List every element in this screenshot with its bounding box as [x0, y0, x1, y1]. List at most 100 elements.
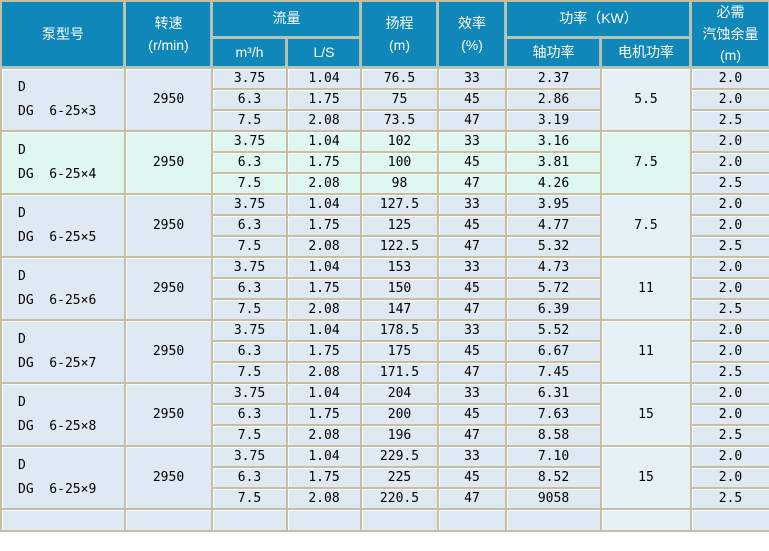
header-row-2: m³/h L/S 轴功率 电机功率: [1, 36, 769, 70]
shaft-power-cell: 3.16: [505, 130, 602, 154]
table-row: D DG 6-25×8 2950 3.75 1.04 204 33 6.31 1…: [0, 382, 769, 448]
flow-m3h-cell: 7.5: [211, 424, 288, 448]
efficiency-cell: 45: [437, 88, 507, 112]
npsh-cell: 2.0: [690, 130, 769, 154]
flow-m3h-cell: 6.3: [211, 466, 288, 490]
npsh-cell: 2.0: [690, 319, 769, 343]
flow-ls-cell: 1.04: [286, 445, 362, 469]
npsh-cell: 2.0: [690, 382, 769, 406]
efficiency-cell: 33: [437, 319, 507, 343]
efficiency-cell: 47: [437, 298, 507, 322]
shaft-power-cell: 7.63: [505, 403, 602, 427]
head-cell: 147: [360, 298, 439, 322]
head-cell: 100: [360, 151, 439, 175]
head-cell: 150: [360, 277, 439, 301]
flow-ls-cell: 1.04: [286, 67, 362, 91]
efficiency-cell: 47: [437, 361, 507, 385]
head-cell: 153: [360, 256, 439, 280]
npsh-cell: 2.0: [690, 340, 769, 364]
flow-ls-cell: 2.08: [286, 361, 362, 385]
table-row: D DG 6-25×7 2950 3.75 1.04 178.5 33 5.52…: [0, 319, 769, 385]
table-row: D DG 6-25×6 2950 3.75 1.04 153 33 4.73 1…: [0, 256, 769, 322]
shaft-power-cell: 3.19: [505, 109, 602, 133]
pump-model-cell: D DG 6-25×9: [0, 445, 126, 511]
flow-m3h-cell: 3.75: [211, 256, 288, 280]
flow-m3h-cell: 6.3: [211, 88, 288, 112]
shaft-power-cell: 4.77: [505, 214, 602, 238]
pump-model-cell: D DG 6-25×4: [0, 130, 126, 196]
shaft-power-cell: 4.26: [505, 172, 602, 196]
flow-ls-cell: 1.75: [286, 151, 362, 175]
table-row: 6.3 1.75 225 45 8.52 2.0: [1, 466, 769, 490]
table-row-partial: [0, 508, 769, 533]
shaft-power-cell: 6.31: [505, 382, 602, 406]
motor-power-cell: 15: [600, 382, 692, 448]
shaft-power-cell: 9058: [505, 487, 602, 511]
head-cell: 98: [360, 172, 439, 196]
header-speed: 转速 (r/min): [124, 0, 213, 70]
head-cell: 127.5: [360, 193, 439, 217]
efficiency-cell: 33: [437, 67, 507, 91]
flow-m3h-cell: 7.5: [211, 172, 288, 196]
table-row: 6.3 1.75 150 45 5.72 2.0: [1, 277, 769, 301]
flow-m3h-cell: 7.5: [211, 298, 288, 322]
motor-power-cell: 7.5: [600, 130, 692, 196]
pump-model-cell: D DG 6-25×5: [0, 193, 126, 259]
flow-m3h-cell: 3.75: [211, 319, 288, 343]
table-row: 6.3 1.75 75 45 2.86 2.0: [1, 88, 769, 112]
efficiency-cell: 45: [437, 151, 507, 175]
table-row: D DG 6-25×4 2950 3.75 1.04 102 33 3.16 7…: [0, 130, 769, 196]
npsh-cell: 2.0: [690, 445, 769, 469]
flow-m3h-cell: 6.3: [211, 403, 288, 427]
head-cell: 102: [360, 130, 439, 154]
table-row: 7.5 2.08 171.5 47 7.45 2.5: [1, 361, 769, 385]
header-efficiency: 效率 (%): [437, 0, 507, 70]
shaft-power-cell: 8.58: [505, 424, 602, 448]
efficiency-cell: 47: [437, 109, 507, 133]
flow-ls-cell: 1.04: [286, 319, 362, 343]
pump-model-cell: D DG 6-25×7: [0, 319, 126, 385]
efficiency-cell: 47: [437, 172, 507, 196]
head-cell: 204: [360, 382, 439, 406]
flow-m3h-cell: 6.3: [211, 340, 288, 364]
motor-power-cell: 11: [600, 256, 692, 322]
efficiency-cell: 47: [437, 235, 507, 259]
npsh-cell: 2.5: [690, 109, 769, 133]
npsh-cell: 2.0: [690, 67, 769, 91]
flow-ls-cell: 1.04: [286, 130, 362, 154]
npsh-cell: 2.5: [690, 172, 769, 196]
pump-model-cell: D DG 6-25×3: [0, 67, 126, 133]
flow-m3h-cell: 6.3: [211, 277, 288, 301]
efficiency-cell: 33: [437, 193, 507, 217]
flow-m3h-cell: 6.3: [211, 214, 288, 238]
flow-ls-cell: 1.04: [286, 256, 362, 280]
flow-m3h-cell: 7.5: [211, 109, 288, 133]
flow-ls-cell: 1.75: [286, 340, 362, 364]
header-flow-m3h: m³/h: [211, 36, 288, 70]
motor-power-cell: 5.5: [600, 67, 692, 133]
head-cell: 178.5: [360, 319, 439, 343]
npsh-cell: 2.0: [690, 88, 769, 112]
header-pump-model: 泵型号: [0, 0, 126, 70]
npsh-cell: 2.0: [690, 277, 769, 301]
flow-ls-cell: 1.75: [286, 277, 362, 301]
table-body: D DG 6-25×3 2950 3.75 1.04 76.5 33 2.37 …: [0, 67, 769, 511]
speed-cell: 2950: [124, 445, 213, 511]
flow-m3h-cell: 7.5: [211, 487, 288, 511]
header-row-1: 泵型号 转速 (r/min) 流量 扬程 (m) 效率 (%) 功率（KW） 必…: [0, 0, 769, 70]
header-flow-ls: L/S: [286, 36, 362, 70]
flow-m3h-cell: 7.5: [211, 235, 288, 259]
shaft-power-cell: 7.10: [505, 445, 602, 469]
table-partial-row: [0, 508, 769, 533]
motor-power-cell: 7.5: [600, 193, 692, 259]
shaft-power-cell: 5.72: [505, 277, 602, 301]
table-row: 7.5 2.08 98 47 4.26 2.5: [1, 172, 769, 196]
flow-m3h-cell: 3.75: [211, 445, 288, 469]
head-cell: 229.5: [360, 445, 439, 469]
pump-spec-table: 泵型号 转速 (r/min) 流量 扬程 (m) 效率 (%) 功率（KW） 必…: [0, 0, 769, 533]
table-row: D DG 6-25×5 2950 3.75 1.04 127.5 33 3.95…: [0, 193, 769, 259]
npsh-cell: 2.0: [690, 214, 769, 238]
table-row: 6.3 1.75 200 45 7.63 2.0: [1, 403, 769, 427]
table-header: 泵型号 转速 (r/min) 流量 扬程 (m) 效率 (%) 功率（KW） 必…: [0, 0, 769, 70]
flow-ls-cell: 1.04: [286, 193, 362, 217]
